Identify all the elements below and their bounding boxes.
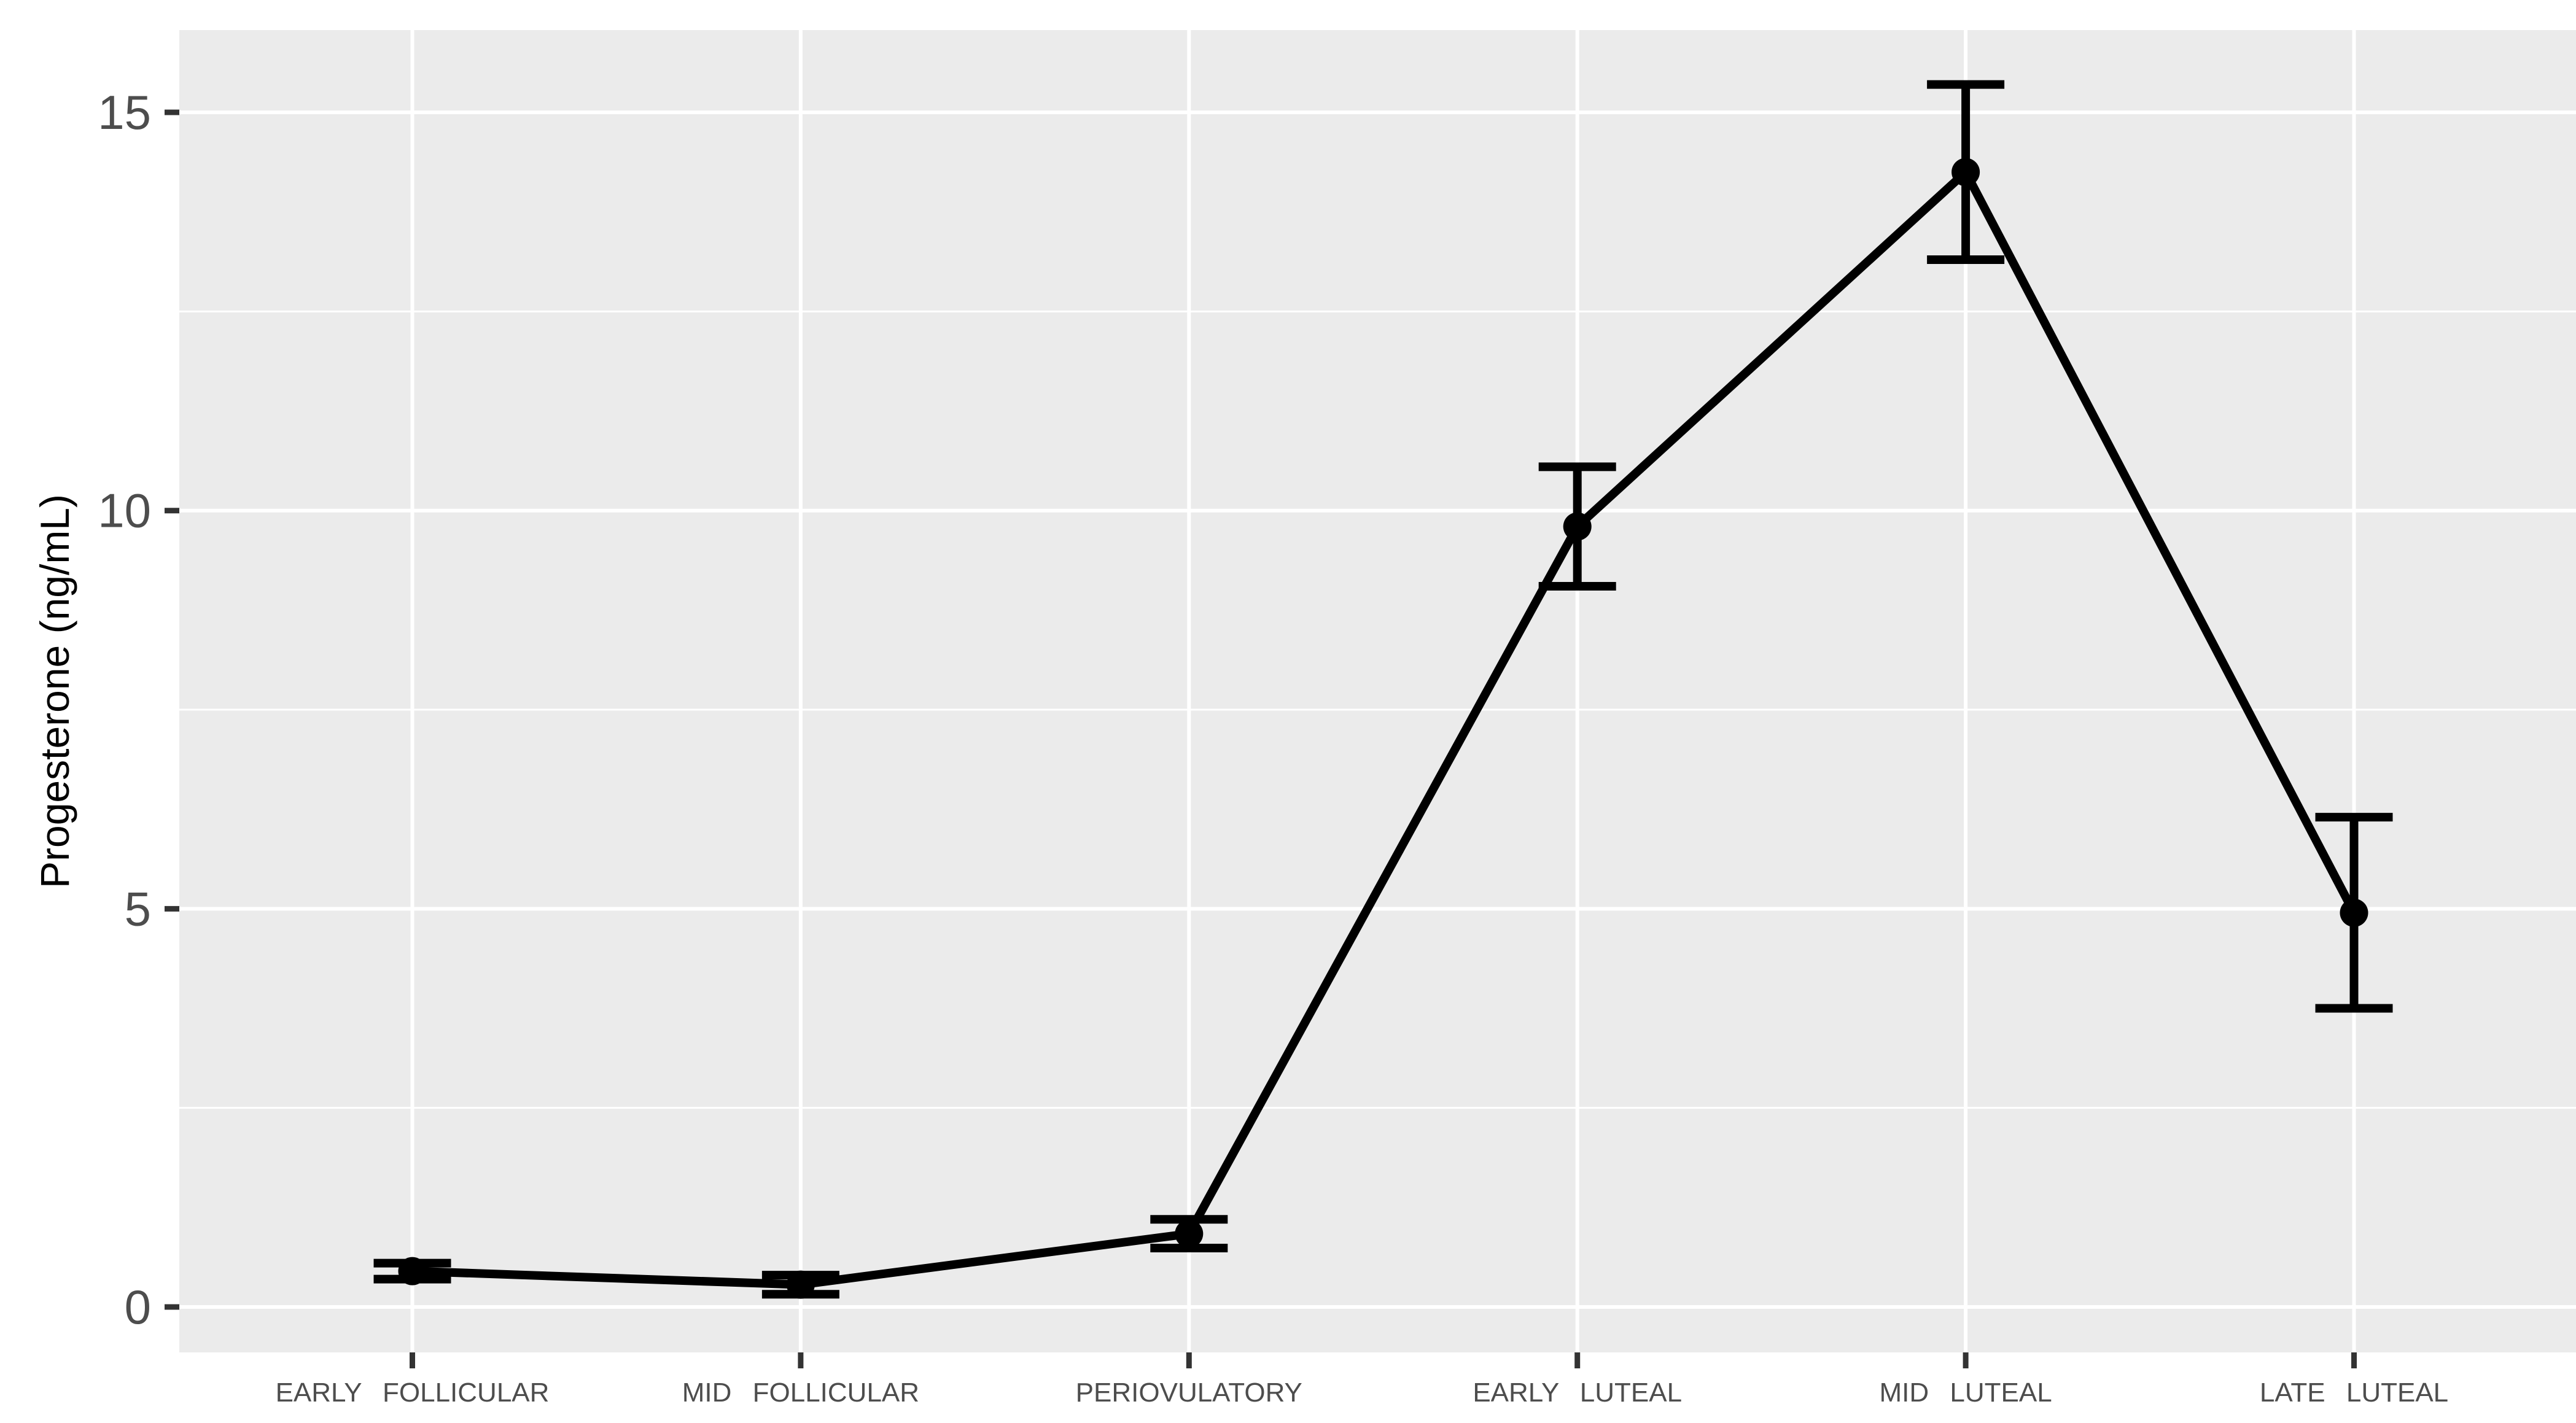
data-point [398,1257,427,1285]
series-line [412,165,2358,1289]
plot-panel [179,30,2576,1352]
progesterone-line-chart: 0 5 10 15 EARLY FOLLICULAR MID FOLLICULAR PERI… [25,10,2576,1408]
x-tick-label: MID FOLLICULAR [682,1378,919,1408]
y-tick-label: 0 [125,1280,151,1334]
y-tick-label: 5 [125,882,151,936]
data-point [786,1270,815,1299]
y-tick-label: 15 [98,85,151,139]
data-point [1951,158,1980,187]
x-tick-label: EARLY FOLLICULAR [276,1378,550,1408]
x-tick-label: LATE LUTEAL [2260,1378,2448,1408]
data-point [1563,512,1592,541]
x-tick-label: PERIOVULATORY [1076,1378,1302,1408]
data-point [1175,1219,1204,1248]
chart-canvas: 0 5 10 15 EARLY FOLLICULAR MID FOLLICULAR PERI… [32,30,2576,1408]
x-tick-label: MID LUTEAL [1880,1378,2052,1408]
y-tick-label: 10 [98,484,151,538]
y-axis-title: Progesterone (ng/mL) [32,494,77,888]
x-tick-label: EARLY LUTEAL [1473,1378,1682,1408]
data-point [2340,898,2368,927]
